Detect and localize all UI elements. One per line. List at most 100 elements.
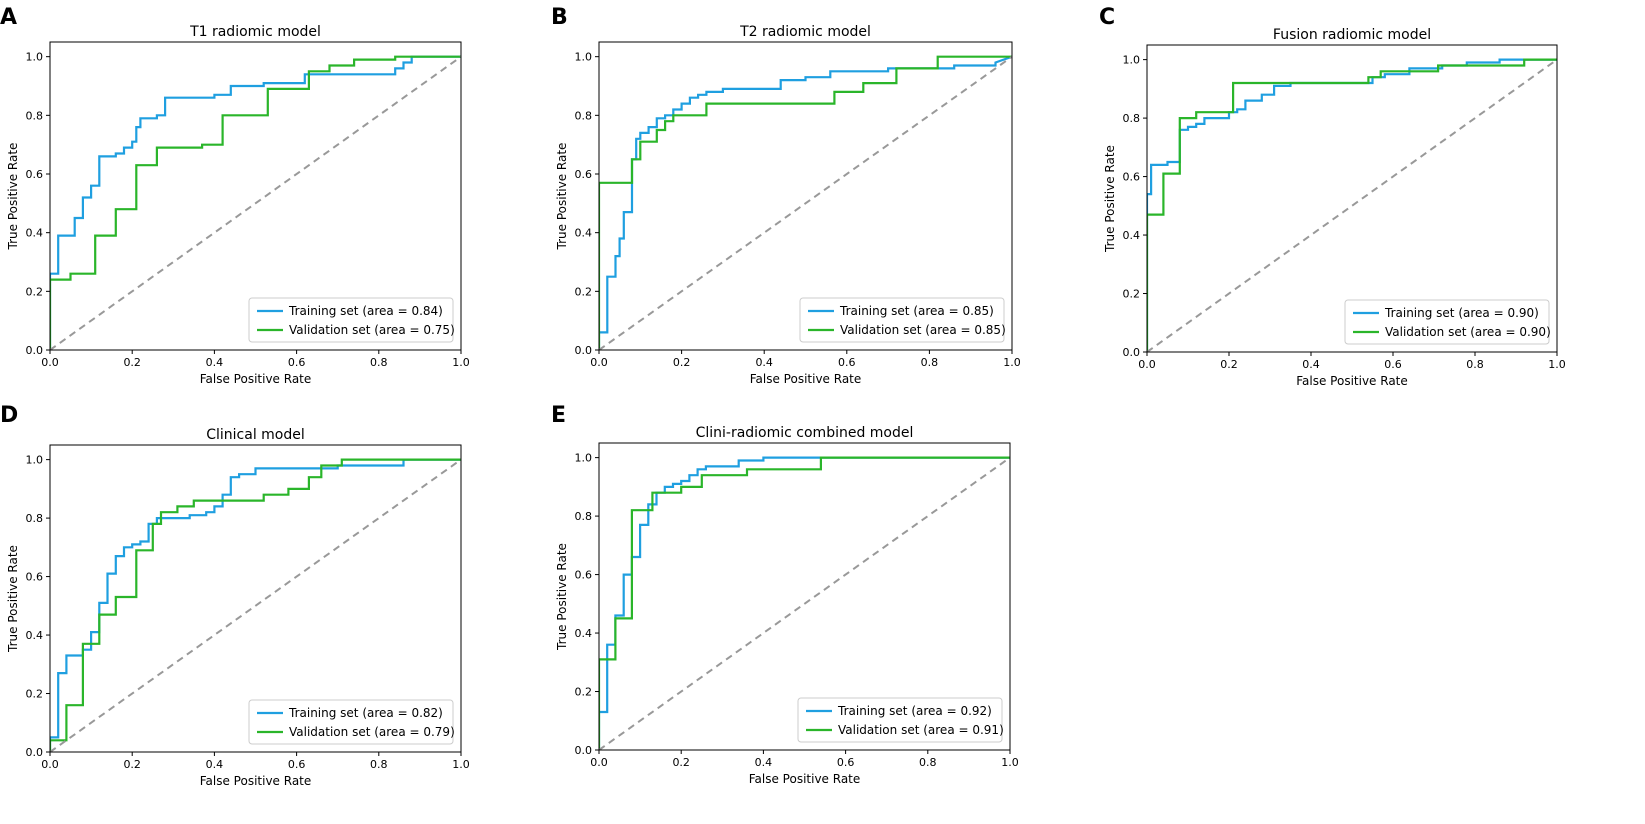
plot-area [599,55,1012,350]
y-tick-label: 0.8 [26,512,44,525]
roc-series-line [599,55,1012,350]
x-tick-label: 1.0 [1001,756,1019,769]
y-axis-label: True Positive Rate [6,545,20,653]
y-tick-label: 0.0 [575,744,593,757]
y-tick-label: 0.8 [26,109,44,122]
legend-box [248,297,454,343]
panel-letter: B [551,5,568,30]
plot-area [599,456,1010,750]
x-tick-label: 0.2 [123,356,141,369]
panel-a: A T1 radiomic model 0.0 0.2 0.4 0.6 0.8 1.0 0.0 0… [0,5,470,386]
legend-entry: Validation set (area = 0.91) [838,723,1004,737]
x-tick-label: 0.6 [837,756,855,769]
legend-entry: Training set (area = 0.84) [288,304,443,318]
y-tick-label: 0.0 [1123,346,1141,359]
y-tick-label: 0.0 [575,344,593,357]
x-tick-label: 0.0 [590,356,608,369]
legend-entry: Training set (area = 0.85) [839,304,994,318]
plot-area [1147,58,1557,352]
chart-title: Fusion radiomic model [1273,27,1431,43]
y-tick-label: 0.4 [1123,229,1141,242]
panel-d: D Clinical model 0.0 0.2 0.4 0.6 0.8 1.0 0.0 0.2 0… [0,403,470,788]
y-tick-label: 0.8 [575,510,593,523]
x-tick-label: 0.2 [673,356,691,369]
y-tick-label: 0.2 [575,285,593,298]
roc-series-line [50,458,461,752]
y-tick-label: 0.4 [26,629,44,642]
legend-entry: Validation set (area = 0.79) [289,725,455,739]
legend-box [799,297,1005,343]
x-axis-label: False Positive Rate [750,372,862,386]
y-tick-label: 0.8 [1123,112,1141,125]
legend-entry: Validation set (area = 0.85) [840,323,1006,337]
x-tick-label: 0.6 [1384,358,1402,371]
chart-title: Clinical model [206,427,305,443]
x-tick-label: 0.2 [123,758,141,771]
y-tick-label: 0.2 [1123,288,1141,301]
y-tick-label: 0.4 [575,627,593,640]
x-tick-label: 0.4 [755,756,773,769]
legend-entry: Training set (area = 0.92) [837,704,992,718]
legend: Training set (area = 0.92) Validation set… [797,697,1004,743]
y-tick-label: 0.2 [26,688,44,701]
legend-entry: Training set (area = 0.82) [288,706,443,720]
x-tick-label: 0.0 [590,756,608,769]
x-tick-label: 0.2 [1220,358,1238,371]
chance-diagonal-line [599,456,1010,750]
axes-frame [1146,44,1558,353]
y-tick-label: 1.0 [26,51,44,64]
x-tick-label: 0.4 [206,356,224,369]
y-axis-label: True Positive Rate [555,543,569,651]
x-tick-label: 0.8 [919,756,937,769]
y-tick-label: 0.4 [26,227,44,240]
x-axis-label: False Positive Rate [1296,374,1408,388]
roc-series-line [1147,58,1557,352]
x-tick-label: 1.0 [1548,358,1566,371]
roc-series-line [50,458,461,752]
roc-series-line [599,456,1010,750]
x-tick-label: 1.0 [1003,356,1021,369]
x-tick-label: 1.0 [452,758,470,771]
x-tick-label: 0.4 [206,758,224,771]
x-tick-label: 0.6 [838,356,856,369]
x-tick-label: 0.8 [370,758,388,771]
chart-title: Clini-radiomic combined model [696,425,914,441]
plot-area [50,55,461,350]
x-tick-label: 0.8 [1466,358,1484,371]
y-tick-label: 0.8 [575,109,593,122]
y-tick-label: 0.6 [575,569,593,582]
y-axis-label: True Positive Rate [555,143,569,251]
x-tick-label: 0.0 [41,758,59,771]
legend-entry: Training set (area = 0.90) [1384,306,1539,320]
x-tick-label: 0.4 [755,356,773,369]
panel-letter: A [0,5,17,30]
y-tick-label: 0.6 [1123,171,1141,184]
axes-frame [598,442,1011,751]
x-axis-label: False Positive Rate [749,772,861,786]
y-axis-label: True Positive Rate [1103,145,1117,253]
x-tick-label: 0.4 [1302,358,1320,371]
panel-e: E Clini-radiomic combined model 0.0 0.2 0.4 0… [551,403,1019,786]
axes-frame [598,41,1013,351]
roc-series-line [50,55,461,350]
chance-diagonal-line [50,55,461,350]
roc-series-line [599,55,1012,350]
legend: Training set (area = 0.84) Validation set… [248,297,455,343]
axes-frame [49,41,462,351]
legend-entry: Validation set (area = 0.75) [289,323,455,337]
legend: Training set (area = 0.90) Validation set… [1344,299,1551,345]
chance-diagonal-line [599,55,1012,350]
x-tick-label: 0.2 [672,756,690,769]
panel-c: C Fusion radiomic model 0.0 0.2 0.4 0.6 0.8 1.0… [1099,5,1566,388]
y-tick-label: 1.0 [26,454,44,467]
y-tick-label: 0.6 [26,168,44,181]
legend: Training set (area = 0.82) Validation set… [248,699,455,745]
y-tick-label: 0.0 [26,746,44,759]
x-tick-label: 0.8 [370,356,388,369]
x-tick-label: 0.0 [1138,358,1156,371]
legend-box [1344,299,1550,345]
chart-title: T2 radiomic model [739,24,871,40]
x-axis-label: False Positive Rate [200,774,312,788]
y-tick-label: 1.0 [575,452,593,465]
